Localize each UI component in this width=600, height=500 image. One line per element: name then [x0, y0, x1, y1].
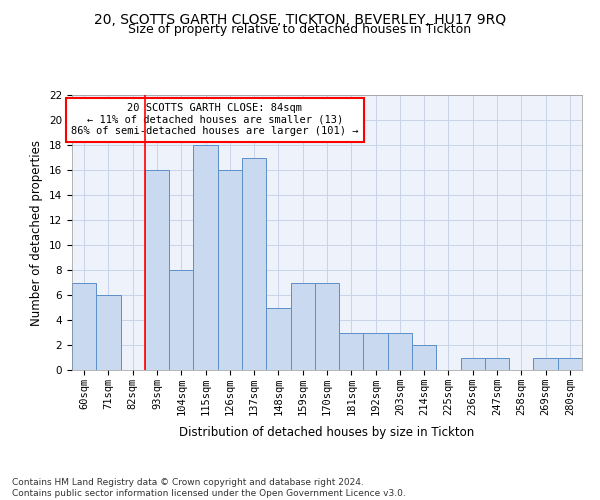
- Text: 20, SCOTTS GARTH CLOSE, TICKTON, BEVERLEY, HU17 9RQ: 20, SCOTTS GARTH CLOSE, TICKTON, BEVERLE…: [94, 12, 506, 26]
- Bar: [485, 358, 509, 370]
- Bar: [412, 345, 436, 370]
- Text: Distribution of detached houses by size in Tickton: Distribution of detached houses by size …: [179, 426, 475, 439]
- Bar: [388, 332, 412, 370]
- Bar: [558, 358, 582, 370]
- Bar: [461, 358, 485, 370]
- Bar: [339, 332, 364, 370]
- Text: Size of property relative to detached houses in Tickton: Size of property relative to detached ho…: [128, 22, 472, 36]
- Bar: [266, 308, 290, 370]
- Bar: [242, 158, 266, 370]
- Text: Contains HM Land Registry data © Crown copyright and database right 2024.
Contai: Contains HM Land Registry data © Crown c…: [12, 478, 406, 498]
- Y-axis label: Number of detached properties: Number of detached properties: [31, 140, 43, 326]
- Bar: [96, 295, 121, 370]
- Bar: [533, 358, 558, 370]
- Bar: [218, 170, 242, 370]
- Bar: [315, 282, 339, 370]
- Text: 20 SCOTTS GARTH CLOSE: 84sqm
← 11% of detached houses are smaller (13)
86% of se: 20 SCOTTS GARTH CLOSE: 84sqm ← 11% of de…: [71, 104, 359, 136]
- Bar: [72, 282, 96, 370]
- Bar: [290, 282, 315, 370]
- Bar: [193, 145, 218, 370]
- Bar: [364, 332, 388, 370]
- Bar: [145, 170, 169, 370]
- Bar: [169, 270, 193, 370]
